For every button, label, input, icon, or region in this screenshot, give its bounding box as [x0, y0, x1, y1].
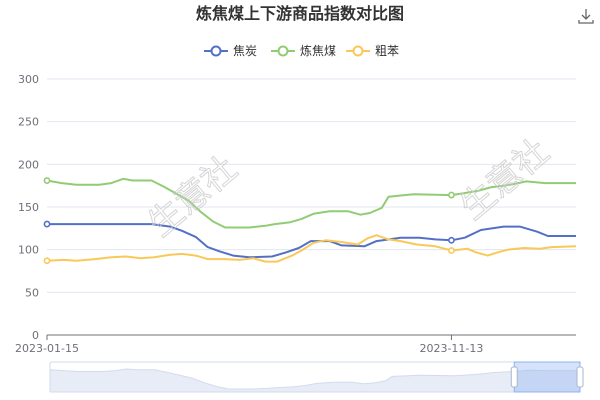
- y-tick-label: 200: [18, 158, 39, 171]
- y-axis: 0 50 100 150 200 250 300: [18, 73, 39, 342]
- legend-item-coke[interactable]: 焦炭: [204, 44, 257, 58]
- download-icon[interactable]: [578, 9, 594, 24]
- data-point[interactable]: [448, 191, 455, 199]
- legend-label-coking-coal: 炼焦煤: [300, 43, 336, 58]
- data-point[interactable]: [43, 220, 51, 228]
- x-tick-label: 2023-01-15: [15, 342, 79, 355]
- legend-label-crude-benzene: 粗苯: [375, 44, 399, 58]
- data-point[interactable]: [448, 236, 455, 244]
- series-layer: [43, 177, 577, 265]
- data-point[interactable]: [43, 257, 51, 265]
- y-tick-label: 250: [18, 116, 39, 129]
- data-zoom-handle[interactable]: [576, 366, 584, 388]
- series-line: [46, 177, 576, 229]
- y-tick-label: 150: [18, 201, 39, 214]
- legend-item-crude-benzene[interactable]: 粗苯: [346, 44, 399, 58]
- grid: [47, 78, 576, 293]
- y-tick-label: 0: [32, 329, 39, 342]
- data-point[interactable]: [43, 177, 51, 184]
- y-tick-label: 50: [25, 286, 39, 299]
- series-line: [46, 234, 577, 263]
- data-zoom-slider[interactable]: [49, 361, 584, 393]
- legend: 焦炭 炼焦煤 粗苯: [204, 43, 399, 58]
- y-tick-label: 100: [18, 244, 39, 257]
- legend-label-coke: 焦炭: [233, 44, 257, 58]
- y-tick-label: 300: [18, 73, 39, 86]
- data-zoom-handle[interactable]: [510, 366, 518, 388]
- watermark-right: 生意社: [453, 131, 557, 227]
- data-zoom-selection[interactable]: [513, 361, 581, 393]
- series-3: [43, 234, 577, 265]
- chart-title: 炼焦煤上下游商品指数对比图: [196, 4, 404, 23]
- x-axis: 2023-01-15 2023-11-13: [15, 334, 576, 355]
- x-tick-label: 2023-11-13: [419, 342, 483, 355]
- series-2: [43, 177, 576, 229]
- watermark-left: 生意社: [141, 148, 245, 244]
- data-zoom-preview: [49, 368, 581, 393]
- legend-item-coking-coal[interactable]: 炼焦煤: [271, 43, 336, 58]
- data-point[interactable]: [448, 247, 455, 254]
